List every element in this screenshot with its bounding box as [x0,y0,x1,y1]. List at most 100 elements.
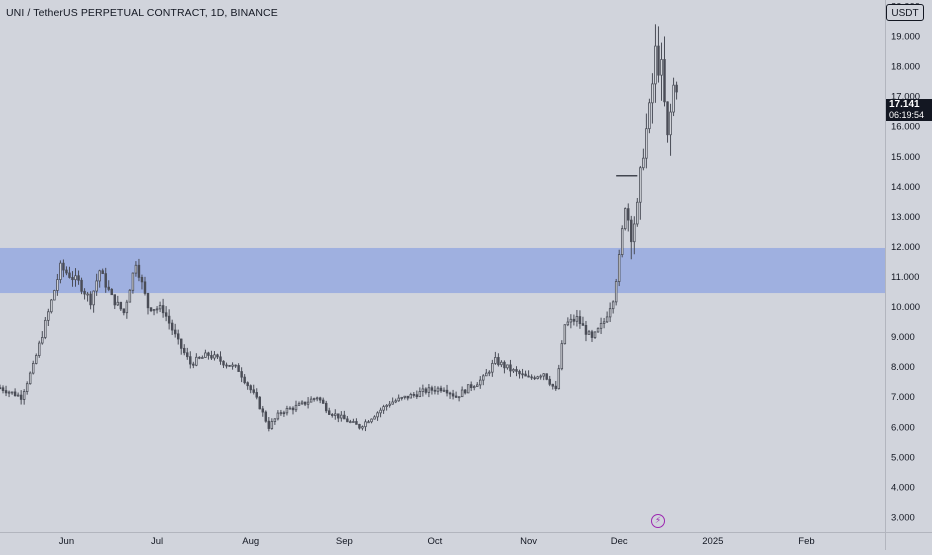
candle-body [294,404,298,411]
candle-body [131,272,135,291]
candle-body [518,370,521,375]
candle-body [116,301,120,306]
currency-button[interactable]: USDT [886,4,924,21]
candle-body [237,365,240,372]
candle-body [584,325,588,335]
candle-body [28,372,32,385]
candle-body [388,403,391,406]
candle-body [321,399,325,404]
candle-body [22,391,26,400]
event-lightning-icon[interactable]: ⚡ [651,514,665,528]
support-zone-layer [0,247,885,294]
candle-body [497,357,500,366]
candle-body [119,301,123,310]
candle-body [300,401,304,405]
candle-body [243,376,246,384]
candle-body [98,270,101,282]
candle-body [599,322,603,329]
candle-body [560,343,564,370]
candle-body [569,318,573,323]
candle-body [44,319,47,338]
candle-body [56,279,59,291]
last-price: 17.141 [889,99,920,110]
candle-body [566,321,570,326]
candle-body [128,289,132,303]
candle-body [107,286,110,290]
candle-body [587,331,591,335]
candle-body [264,411,268,422]
candle-body [201,357,204,359]
y-tick-label: 13.000 [891,212,920,223]
candle-body [179,338,183,349]
bar-countdown: 06:19:54 [889,110,925,120]
x-tick-label: Oct [428,536,443,547]
candle-body [65,269,68,274]
candle-body [397,397,400,402]
candle-body [654,45,657,85]
candle-body [572,318,576,322]
candle-body [472,386,476,389]
candle-body [617,254,621,282]
candle-body [460,389,464,398]
candle-body [146,293,150,309]
candle-body [270,421,274,429]
x-tick-label: Sep [336,536,353,547]
candle-body [620,228,624,255]
candle-body [35,355,38,364]
candle-body [255,392,258,398]
candle-body [38,342,41,356]
candle-body [7,391,11,394]
candle-body [412,394,416,396]
candle-body [31,363,35,374]
candle-body [25,383,29,392]
candle-body [512,369,515,372]
candle-body [228,364,231,367]
candle-body [602,321,606,324]
y-tick-label: 7.000 [891,392,915,403]
candle-body [457,396,461,399]
candle-body [92,290,95,306]
candle-body [358,423,361,429]
y-tick-label: 14.000 [891,182,920,193]
support-zone [0,247,885,294]
candle-body [624,208,627,230]
candle-body [83,290,86,295]
y-tick-label: 8.000 [891,362,915,373]
candle-body [337,413,340,419]
candle-body [192,363,195,366]
candle-body [186,352,189,358]
candle-body [494,357,497,364]
candle-body [442,389,446,392]
y-tick-label: 3.000 [891,512,915,523]
candle-body [312,398,316,400]
candle-body [291,407,295,411]
candle-body [125,301,129,314]
candle-body [379,409,382,414]
candle-body [605,316,609,323]
candle-body [297,403,301,406]
candle-body [47,311,50,321]
candle-body [524,373,527,377]
candle-body [660,59,663,76]
candle-body [198,356,201,359]
candle-body [575,316,579,322]
candle-body [74,275,77,281]
candle-body [276,412,280,420]
candle-body [382,406,385,411]
candle-body [578,316,582,325]
candle-body [527,375,530,378]
candle-body [454,395,458,398]
candle-body [469,384,473,389]
candle-body [551,383,554,387]
candle-body [71,277,74,281]
candle-body [593,331,597,338]
candle-body [258,396,261,410]
candle-body [68,272,71,278]
candle-body [509,364,512,372]
candle-body [515,369,518,372]
candle-body [318,397,322,401]
candle-body [409,394,413,399]
candle-body [62,262,65,271]
candle-body [669,111,672,136]
candle-body [16,394,20,397]
